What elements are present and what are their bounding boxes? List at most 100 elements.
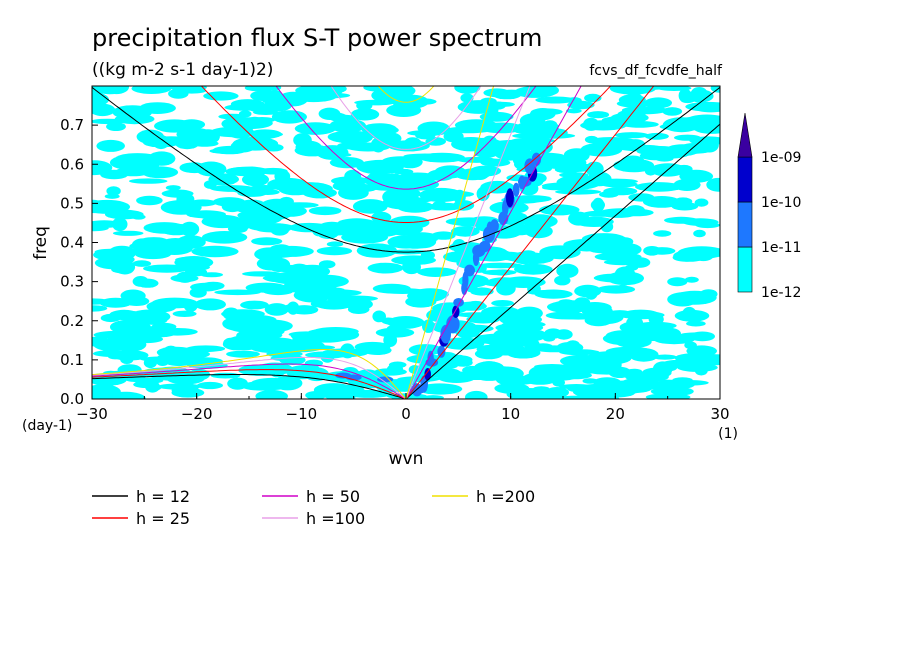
power-blob	[194, 298, 226, 311]
power-blob	[267, 177, 309, 191]
x-tick-label: 10	[501, 405, 520, 423]
power-blob	[495, 322, 544, 333]
power-blob	[326, 327, 349, 337]
power-blob	[114, 113, 155, 125]
power-blob	[329, 118, 367, 133]
power-blob	[422, 395, 444, 399]
power-blob	[554, 183, 580, 191]
power-blob	[603, 259, 642, 266]
power-blob	[356, 243, 398, 258]
power-blob	[106, 186, 121, 196]
power-blob	[694, 102, 720, 113]
power-blob	[528, 132, 576, 139]
power-blob	[689, 331, 715, 342]
power-blob	[328, 112, 347, 121]
power-blob	[693, 229, 706, 238]
inertia-gravity-curve	[330, 86, 482, 150]
power-blob	[513, 252, 554, 265]
power-blob	[481, 306, 520, 319]
y-tick-label: 0.5	[60, 194, 84, 212]
power-blob	[625, 205, 645, 216]
power-blob	[104, 193, 120, 199]
x-tick-label: −20	[181, 405, 213, 423]
power-blob	[359, 202, 380, 211]
power-blob	[100, 169, 129, 180]
power-blob	[483, 88, 511, 98]
power-blob	[463, 137, 503, 150]
power-blob	[139, 102, 176, 114]
power-blob	[367, 262, 404, 274]
power-blob	[120, 289, 146, 302]
chart-title: precipitation flux S-T power spectrum	[92, 24, 542, 52]
power-blob-strong	[479, 240, 491, 253]
power-blob	[589, 369, 625, 375]
power-blob	[643, 246, 661, 256]
colorbar-label: 1e-11	[761, 240, 801, 256]
power-blob	[262, 100, 292, 112]
power-blob-strong	[464, 264, 475, 277]
legend-label: h = 50	[306, 487, 360, 506]
power-blob	[110, 350, 149, 361]
power-blob	[416, 267, 457, 277]
kelvin-curve	[405, 86, 655, 399]
power-blob	[154, 119, 195, 133]
power-blob	[308, 206, 342, 216]
power-blob	[450, 226, 480, 237]
power-blob	[492, 269, 513, 276]
power-blob	[300, 345, 336, 350]
power-blob	[614, 266, 636, 282]
x-tick-label: 0	[401, 405, 411, 423]
power-blob	[672, 290, 717, 305]
power-blob	[92, 92, 109, 107]
kelvin-curve	[405, 86, 582, 399]
power-blob	[477, 262, 524, 269]
power-blob	[667, 277, 688, 287]
power-blob	[514, 263, 553, 275]
power-blob	[305, 391, 327, 399]
power-blob	[685, 114, 720, 127]
x-tick-label: 20	[606, 405, 625, 423]
power-blob	[362, 345, 392, 355]
power-blob	[201, 231, 248, 244]
power-blob	[653, 230, 672, 237]
power-blob	[618, 311, 665, 320]
power-blob	[604, 241, 629, 254]
power-blob	[111, 265, 133, 274]
colorbar-segment	[737, 246, 753, 293]
power-blob-strong	[377, 376, 394, 383]
power-blob	[143, 222, 186, 234]
power-blob	[554, 275, 571, 286]
y-tick-label: 0.3	[60, 273, 84, 291]
power-blob	[129, 309, 171, 324]
power-blob	[397, 172, 439, 183]
power-blob	[635, 182, 683, 192]
power-blob	[201, 214, 244, 229]
power-blob	[410, 235, 437, 249]
power-blob	[425, 137, 447, 146]
power-blob	[620, 121, 659, 128]
power-blob	[689, 136, 720, 146]
power-blob	[269, 245, 314, 257]
power-blob	[580, 142, 623, 157]
power-blob	[453, 200, 475, 211]
power-blob	[657, 363, 678, 372]
y-axis-unit: (day-1)	[22, 418, 72, 434]
power-blob	[539, 204, 580, 216]
power-blob	[555, 329, 573, 340]
power-blob	[408, 365, 421, 374]
colorbar-segment	[737, 156, 753, 203]
x-axis-ticks: −30 −20 −10 0 10 20 30	[76, 393, 730, 423]
power-blob	[106, 122, 126, 131]
power-blob	[131, 86, 172, 94]
power-blob	[582, 378, 598, 384]
power-blob	[227, 124, 254, 139]
power-blob	[653, 354, 677, 360]
power-blob	[143, 168, 172, 177]
power-blob	[209, 148, 243, 154]
power-blob	[556, 395, 604, 399]
power-blob	[360, 163, 395, 169]
power-blob	[136, 195, 163, 206]
power-blob	[662, 107, 683, 116]
power-blob	[257, 362, 293, 376]
power-blob	[675, 164, 693, 174]
